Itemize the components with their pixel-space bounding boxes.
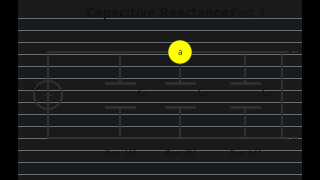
Bar: [0, 0, 18, 180]
Text: Part 4: Part 4: [231, 6, 265, 19]
Text: C₂: C₂: [197, 88, 208, 98]
Text: X₂= 2Ω: X₂= 2Ω: [164, 150, 196, 159]
Text: 10v: 10v: [23, 82, 41, 92]
Circle shape: [169, 41, 191, 63]
Text: Capacitive Reactance:: Capacitive Reactance:: [86, 6, 234, 19]
Bar: [302, 0, 320, 180]
Text: C₃: C₃: [262, 88, 273, 98]
Text: ~: ~: [43, 89, 53, 102]
Text: X₁= 1Ω: X₁= 1Ω: [104, 150, 136, 159]
Text: C₁: C₁: [137, 88, 148, 98]
Text: X₃= 5Ω: X₃= 5Ω: [228, 150, 261, 159]
Text: a: a: [178, 48, 182, 57]
